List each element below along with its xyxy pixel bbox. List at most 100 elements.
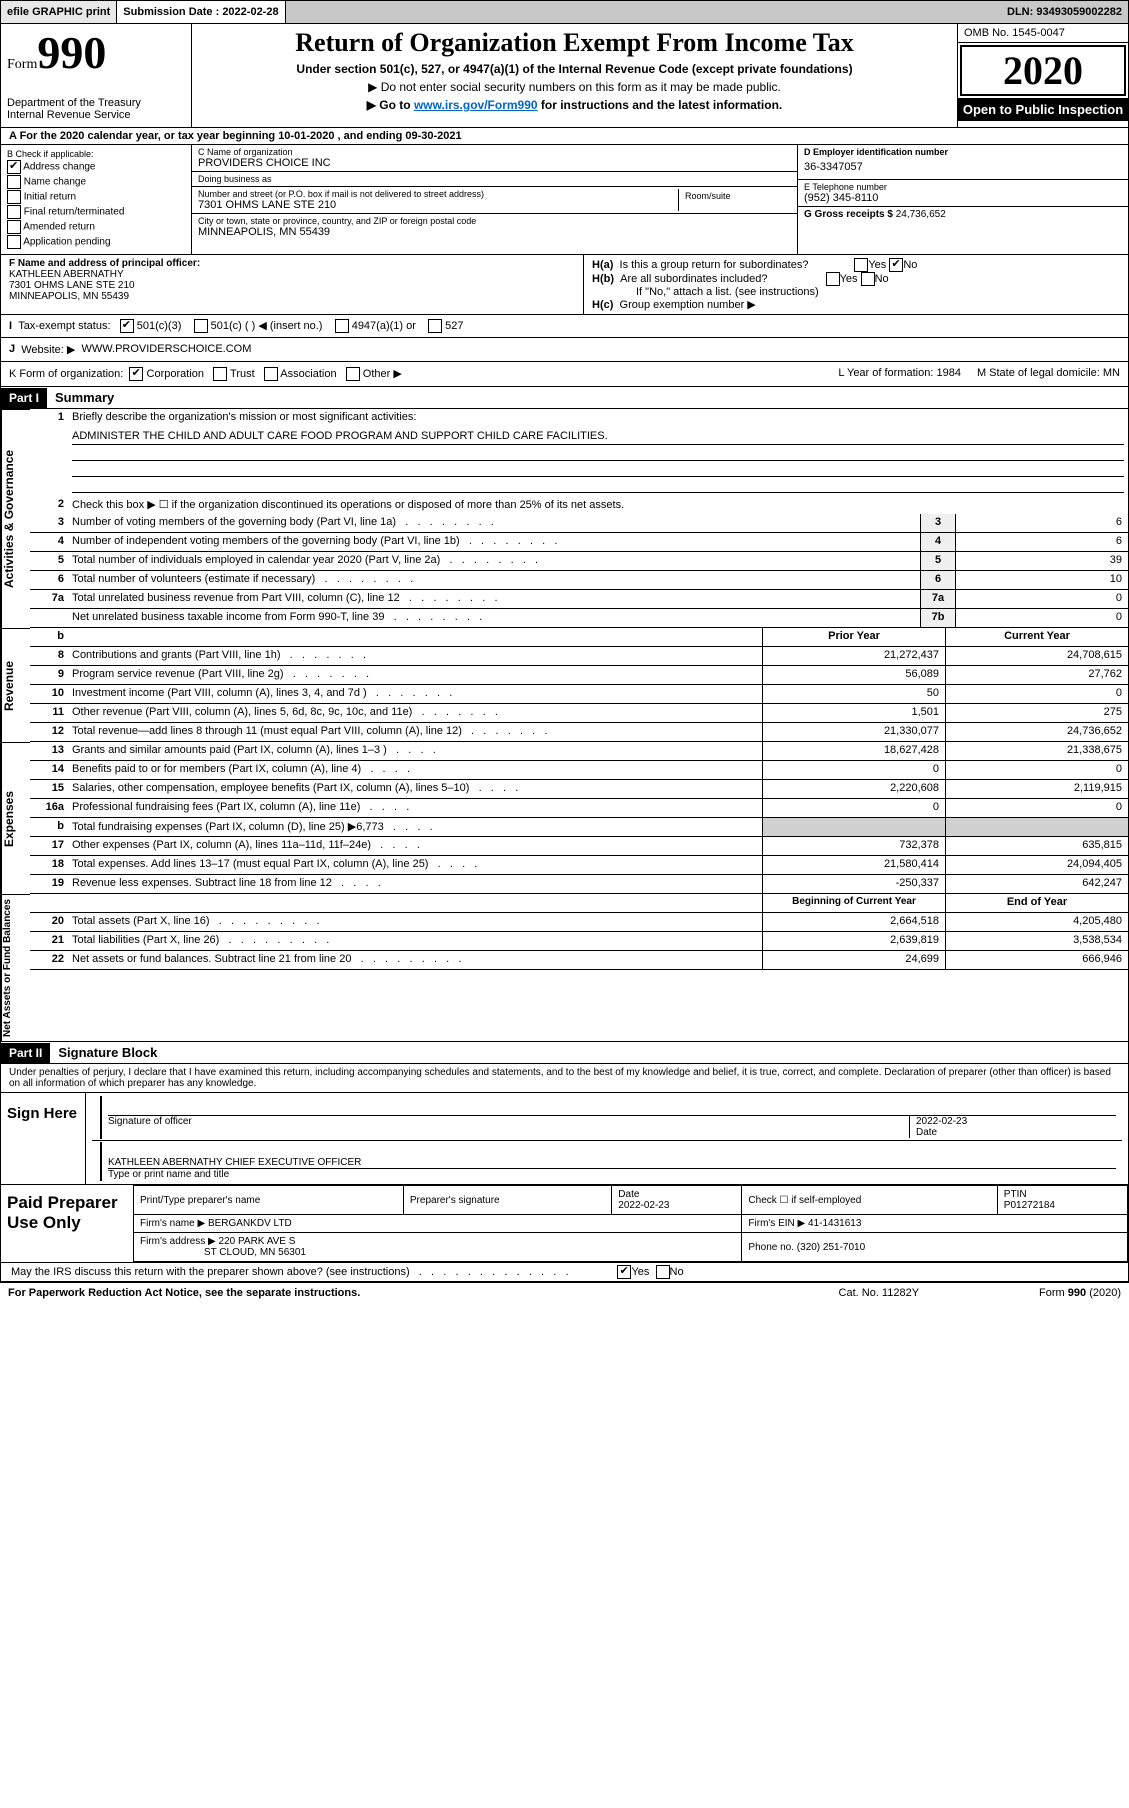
hb-yes-checkbox[interactable] (826, 272, 840, 286)
tab-governance: Activities & Governance (1, 409, 30, 628)
gross-receipts-label: G Gross receipts $ (804, 209, 893, 220)
sign-here-label: Sign Here (1, 1093, 86, 1184)
exp-17-current: 635,815 (945, 837, 1128, 855)
row-k-org-form: K Form of organization: Corporation Trus… (1, 362, 1128, 387)
tab-expenses: Expenses (1, 742, 30, 894)
boxb-checkbox-4[interactable] (7, 220, 21, 234)
line-val-6: 10 (956, 571, 1128, 589)
signature-section: Sign Here Signature of officer2022-02-23… (1, 1093, 1128, 1185)
dba-label: Doing business as (198, 174, 791, 184)
instructions-link[interactable]: www.irs.gov/Form990 (414, 98, 538, 112)
discuss-no-checkbox[interactable] (656, 1265, 670, 1279)
ha-no-checkbox[interactable] (889, 258, 903, 272)
top-toolbar: efile GRAPHIC print Submission Date : 20… (0, 0, 1129, 24)
rev-12-current: 24,736,652 (945, 723, 1128, 741)
submission-date: Submission Date : 2022-02-28 (117, 1, 285, 23)
boxb-checkbox-5[interactable] (7, 235, 21, 249)
rev-11-current: 275 (945, 704, 1128, 722)
org-form-checkbox-2[interactable] (264, 367, 278, 381)
rev-10-prior: 50 (762, 685, 945, 703)
net-20-begin: 2,664,518 (762, 913, 945, 931)
row-i-tax-status: I Tax-exempt status: 501(c)(3) 501(c) ( … (1, 315, 1128, 338)
row-a-tax-year: A For the 2020 calendar year, or tax yea… (1, 128, 1128, 145)
state-domicile: M State of legal domicile: MN (961, 367, 1120, 381)
website-value: WWW.PROVIDERSCHOICE.COM (81, 343, 251, 356)
org-form-checkbox-0[interactable] (129, 367, 143, 381)
exp-b-current (945, 818, 1128, 836)
exp-19-current: 642,247 (945, 875, 1128, 893)
boxb-checkbox-2[interactable] (7, 190, 21, 204)
discuss-yes-checkbox[interactable] (617, 1265, 631, 1279)
room-label: Room/suite (685, 191, 785, 201)
perjury-declaration: Under penalties of perjury, I declare th… (1, 1064, 1128, 1093)
exp-17-prior: 732,378 (762, 837, 945, 855)
summary-expenses: Expenses 13Grants and similar amounts pa… (1, 742, 1128, 894)
part2-header: Part IISignature Block (1, 1042, 1128, 1064)
box-c-name-label: C Name of organization (198, 147, 791, 157)
dept-label: Department of the Treasury Internal Reve… (7, 97, 185, 121)
phone-value: (952) 345-8110 (804, 192, 1122, 204)
org-name: PROVIDERS CHOICE INC (198, 157, 791, 169)
phone-label: E Telephone number (804, 182, 1122, 192)
form-title: Return of Organization Exempt From Incom… (202, 28, 947, 58)
boxb-checkbox-3[interactable] (7, 205, 21, 219)
discuss-row: May the IRS discuss this return with the… (1, 1263, 1128, 1282)
form-note-1: ▶ Do not enter social security numbers o… (202, 80, 947, 94)
part1-header: Part ISummary (1, 387, 1128, 409)
rev-10-current: 0 (945, 685, 1128, 703)
dln-label: DLN: 93493059002282 (1001, 1, 1128, 23)
year-formation: L Year of formation: 1984 (822, 367, 961, 381)
ein-value: 36-3347057 (804, 157, 1122, 177)
boxb-checkbox-1[interactable] (7, 175, 21, 189)
form-note-2: ▶ Go to www.irs.gov/Form990 for instruct… (202, 98, 947, 112)
tax-status-checkbox-0[interactable] (120, 319, 134, 333)
form-label: Form (7, 57, 37, 72)
footer-left: For Paperwork Reduction Act Notice, see … (8, 1287, 839, 1299)
hb-no-checkbox[interactable] (861, 272, 875, 286)
ptin-value: P01272184 (1004, 1200, 1055, 1211)
boxb-checkbox-0[interactable] (7, 160, 21, 174)
officer-addr2: MINNEAPOLIS, MN 55439 (9, 291, 575, 302)
row-fh: F Name and address of principal officer:… (1, 255, 1128, 315)
hdr-end-year: End of Year (945, 894, 1128, 912)
net-20-end: 4,205,480 (945, 913, 1128, 931)
city-label: City or town, state or province, country… (198, 216, 791, 226)
org-form-checkbox-3[interactable] (346, 367, 360, 381)
signer-name: KATHLEEN ABERNATHY CHIEF EXECUTIVE OFFIC… (108, 1157, 1116, 1168)
firm-ein: 41-1431613 (808, 1218, 861, 1229)
exp-15-current: 2,119,915 (945, 780, 1128, 798)
form-number: 990 (37, 27, 106, 78)
line-val-3: 6 (956, 514, 1128, 532)
line-val-5: 39 (956, 552, 1128, 570)
form-header: Form990 Department of the Treasury Inter… (1, 24, 1128, 128)
exp-16a-current: 0 (945, 799, 1128, 817)
firm-name: BERGANKDV LTD (208, 1218, 292, 1229)
exp-18-prior: 21,580,414 (762, 856, 945, 874)
line-box-5: 5 (920, 552, 956, 570)
tax-year: 2020 (960, 45, 1126, 96)
officer-addr1: 7301 OHMS LANE STE 210 (9, 280, 575, 291)
rev-12-prior: 21,330,077 (762, 723, 945, 741)
tax-status-checkbox-2[interactable] (335, 319, 349, 333)
page-footer: For Paperwork Reduction Act Notice, see … (0, 1283, 1129, 1303)
tax-status-checkbox-3[interactable] (428, 319, 442, 333)
net-22-begin: 24,699 (762, 951, 945, 969)
firm-addr2: ST CLOUD, MN 56301 (204, 1247, 306, 1258)
rev-9-current: 27,762 (945, 666, 1128, 684)
tax-status-checkbox-1[interactable] (194, 319, 208, 333)
rev-8-prior: 21,272,437 (762, 647, 945, 665)
toolbar-spacer (286, 1, 1001, 23)
line-val-7b: 0 (956, 609, 1128, 627)
form-page: Form990 Department of the Treasury Inter… (0, 24, 1129, 1283)
efile-print-button[interactable]: efile GRAPHIC print (1, 1, 117, 23)
officer-name: KATHLEEN ABERNATHY (9, 269, 575, 280)
hdr-prior-year: Prior Year (762, 628, 945, 646)
exp-13-prior: 18,627,428 (762, 742, 945, 760)
ha-yes-checkbox[interactable] (854, 258, 868, 272)
net-21-end: 3,538,534 (945, 932, 1128, 950)
line-box-7b: 7b (920, 609, 956, 627)
hb-note: If "No," attach a list. (see instruction… (592, 286, 1120, 298)
net-22-end: 666,946 (945, 951, 1128, 969)
hdr-begin-year: Beginning of Current Year (762, 894, 945, 912)
org-form-checkbox-1[interactable] (213, 367, 227, 381)
